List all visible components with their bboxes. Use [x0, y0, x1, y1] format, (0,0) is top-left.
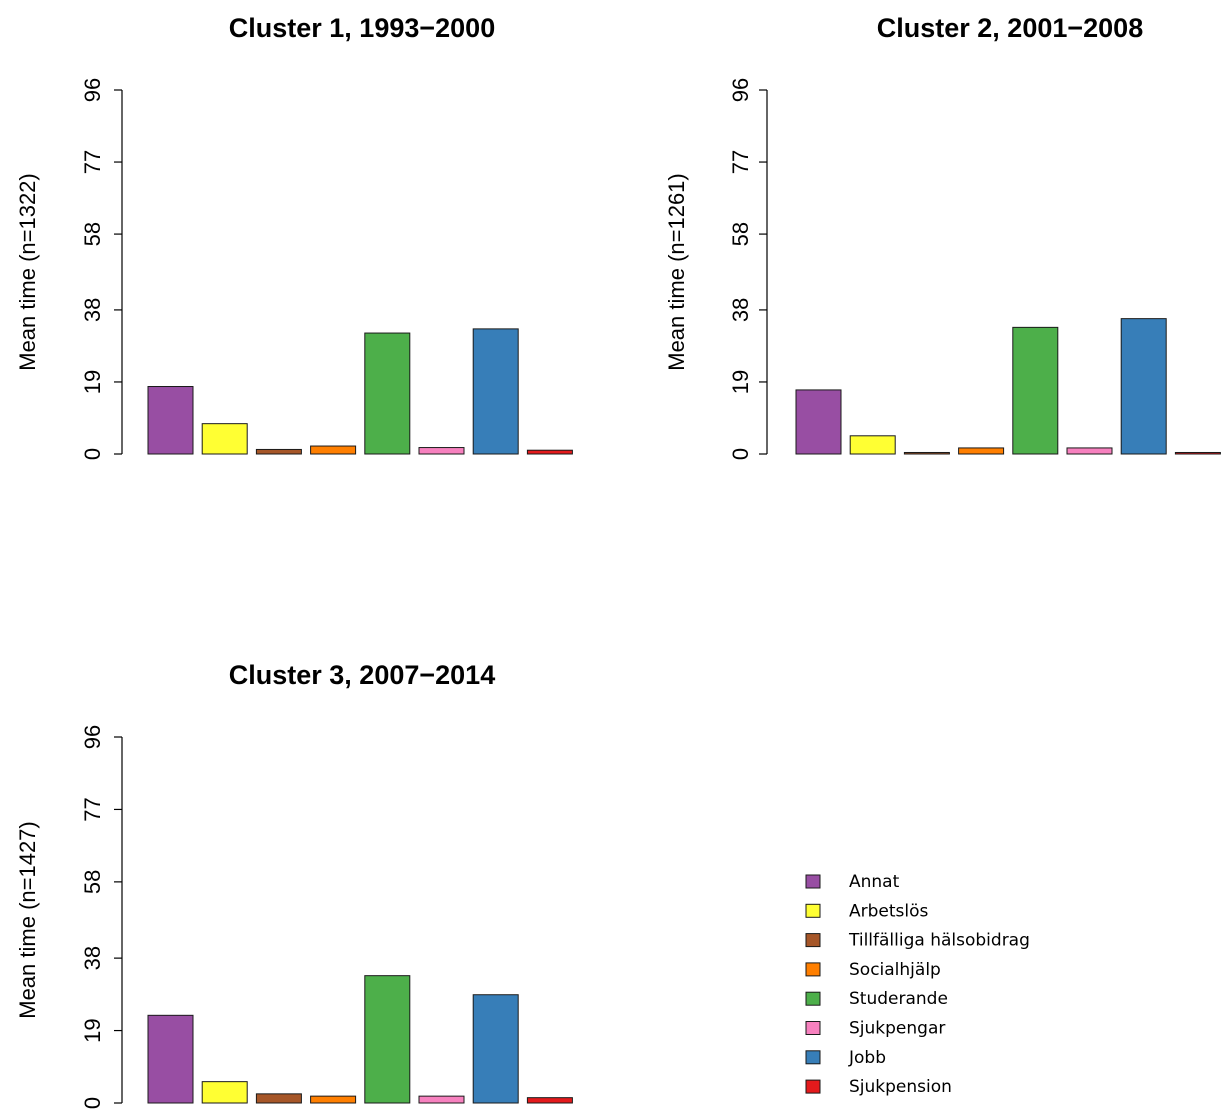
legend: Annat Arbetslös Tillfälliga hälsobidrag Soc…: [805, 872, 1030, 1097]
legend-label: Socialhjälp: [849, 960, 941, 980]
y-tick-label: 96: [80, 725, 105, 749]
panel-title: Cluster 2, 2001−2008: [877, 13, 1143, 43]
legend-label: Sjukpengar: [849, 1019, 945, 1039]
bar-socialhjälp: [310, 1095, 357, 1104]
bar-tillfälliga-hälsobidrag: [255, 1093, 302, 1104]
bar-socialhjälp: [310, 445, 357, 455]
y-tick-label: 38: [728, 298, 753, 322]
legend-swatch: [805, 874, 821, 889]
bar-tillfälliga-hälsobidrag: [903, 451, 950, 455]
y-tick-label: 96: [80, 78, 105, 102]
legend-swatch: [805, 962, 821, 977]
panel-title: Cluster 3, 2007−2014: [229, 660, 495, 690]
legend-label: Jobb: [848, 1048, 886, 1068]
bar-studerande: [364, 332, 411, 455]
y-tick-label: 19: [728, 370, 753, 394]
y-tick-label: 96: [728, 78, 753, 102]
legend-label: Studerande: [849, 989, 948, 1009]
bar-sjukpension: [1174, 451, 1221, 455]
y-tick-label: 38: [80, 298, 105, 322]
bar-studerande: [364, 975, 411, 1104]
bar-sjukpengar: [1066, 447, 1113, 455]
panel-title: Cluster 1, 1993−2000: [229, 13, 495, 43]
y-axis-label: Mean time (n=1427): [15, 821, 40, 1019]
y-tick-label: 19: [80, 1018, 105, 1042]
y-tick-label: 0: [728, 448, 753, 460]
bar-arbetslös: [201, 423, 248, 455]
y-tick-label: 0: [80, 1097, 105, 1109]
y-tick-label: 0: [80, 448, 105, 460]
bar-jobb: [472, 328, 519, 455]
bar-arbetslös: [201, 1081, 248, 1104]
legend-label: Arbetslös: [849, 901, 929, 921]
y-tick-label: 38: [80, 946, 105, 970]
panel-1: Cluster 1, 1993−2000 Mean time (n=1322) 0 1…: [15, 13, 573, 460]
bar-jobb: [1120, 318, 1167, 455]
y-tick-label: 58: [728, 222, 753, 246]
bar-sjukpension: [526, 1097, 573, 1104]
bar-jobb: [472, 994, 519, 1104]
bar-sjukpengar: [418, 447, 465, 455]
bar-annat: [795, 389, 842, 455]
y-tick-label: 58: [80, 222, 105, 246]
y-axis-label: Mean time (n=1261): [664, 173, 689, 371]
legend-label: Annat: [849, 872, 900, 892]
y-tick-label: 19: [80, 370, 105, 394]
legend-swatch: [805, 1021, 821, 1035]
bar-tillfälliga-hälsobidrag: [255, 448, 302, 455]
bar-sjukpengar: [418, 1095, 465, 1104]
legend-swatch: [805, 1050, 821, 1065]
bar-socialhjälp: [958, 447, 1005, 455]
legend-swatch: [805, 1079, 821, 1094]
legend-swatch: [805, 933, 821, 948]
y-tick-label: 77: [728, 150, 753, 174]
legend-label: Sjukpension: [849, 1077, 952, 1097]
bar-arbetslös: [849, 435, 896, 455]
bar-sjukpension: [526, 449, 573, 455]
panel-3: Cluster 3, 2007−2014 Mean time (n=1427) 0 1…: [15, 660, 573, 1109]
bar-annat: [147, 1014, 194, 1104]
y-tick-label: 77: [80, 150, 105, 174]
legend-label: Tillfälliga hälsobidrag: [848, 931, 1030, 951]
y-axis-label: Mean time (n=1322): [15, 173, 40, 371]
panel-2: Cluster 2, 2001−2008 Mean time (n=1261) 0 1…: [664, 13, 1221, 460]
bar-studerande: [1012, 326, 1059, 455]
legend-swatch: [805, 903, 821, 918]
y-tick-label: 77: [80, 797, 105, 821]
y-tick-label: 58: [80, 870, 105, 894]
legend-swatch: [805, 991, 821, 1006]
bar-annat: [147, 386, 194, 455]
